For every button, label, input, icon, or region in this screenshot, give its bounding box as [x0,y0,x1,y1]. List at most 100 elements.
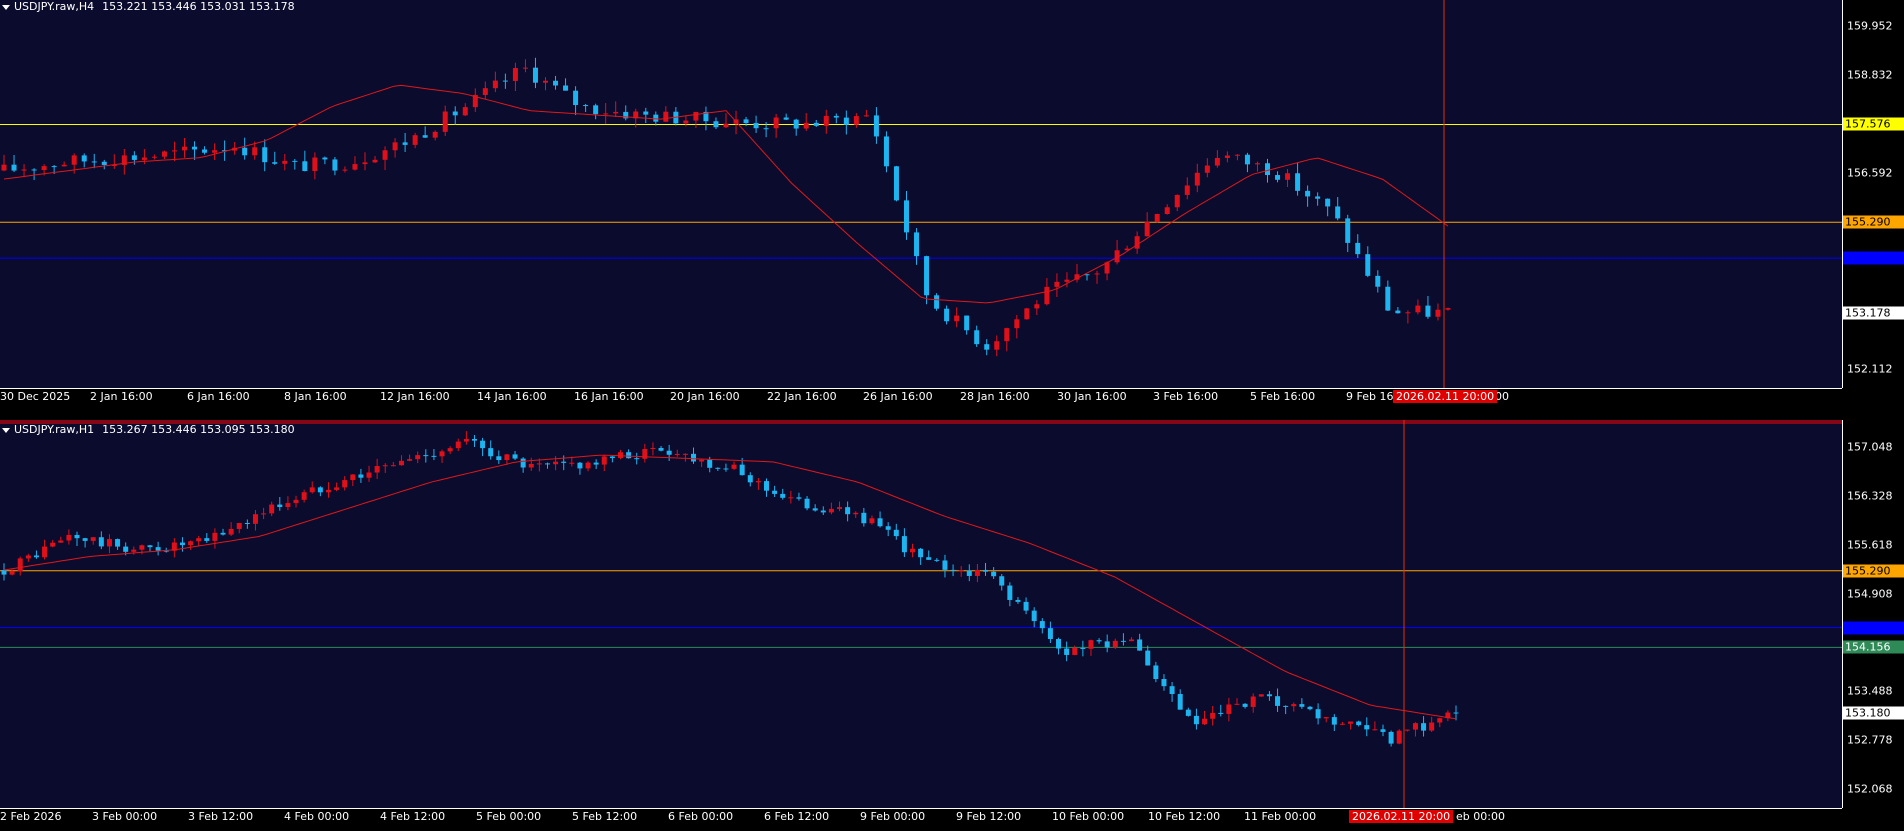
chart-pane-h1[interactable]: USDJPY.raw,H1 153.267 153.446 153.095 153… [0,420,1904,830]
candle [90,537,96,545]
candle [372,156,378,163]
candle [1339,721,1345,726]
candle-body [1254,163,1260,165]
candle [1435,303,1441,321]
candle [634,452,640,465]
candle-body [820,510,826,513]
price-tag: 157.576 [1843,117,1904,131]
candle-body [803,122,809,129]
candle-body [71,155,77,165]
candle [171,538,177,558]
candle [261,507,267,520]
candle-body [536,463,542,465]
candle [910,543,916,558]
candle-body [974,569,980,576]
candle-body [1031,610,1037,622]
candle-body [1047,628,1053,639]
candle-body [480,440,486,449]
y-tick-label: 152.068 [1847,782,1893,796]
candle-body [431,455,437,457]
candle-body [693,111,699,121]
candlestick-chart-h4[interactable] [0,0,1842,388]
candle-body [1114,250,1120,263]
candle [773,113,779,138]
candle [1054,273,1060,298]
time-axis-h1[interactable]: 2 Feb 2026 3 Feb 00:00 3 Feb 12:00 4 Feb 00… [0,808,1842,831]
candle [753,115,759,133]
candle [1114,239,1120,265]
candle-body [342,169,348,171]
plot-area-h1[interactable]: USDJPY.raw,H1 153.267 153.446 153.095 153… [0,420,1842,808]
candle [924,255,930,305]
candle [904,191,909,240]
pane-divider[interactable] [0,405,1904,420]
candle [869,515,875,525]
candle [512,62,518,91]
candle [407,454,413,462]
candle-body [713,121,719,128]
candle-body [522,67,528,69]
candle [202,146,208,155]
candle-body [1,570,7,575]
candle-body [1161,679,1167,687]
candle [382,146,388,171]
candle-body [334,487,340,490]
candle [673,107,679,126]
candle-body [382,150,388,160]
candle-body [236,522,242,529]
candle-body [31,169,37,171]
candle [1161,674,1167,691]
candle-body [366,472,372,478]
y-tick-label: 153.488 [1847,684,1893,698]
candle [747,472,753,487]
price-axis-h4[interactable]: 159.952158.832156.592155.472152.112157.5… [1842,0,1904,388]
y-tick-label: 158.832 [1847,68,1893,82]
x-tick-label: 14 Jan 16:00 [477,390,547,403]
chart-pane-h4[interactable]: USDJPY.raw,H4 153.221 153.446 153.031 153… [0,0,1904,388]
candle [1250,693,1256,713]
candle-body [520,458,526,468]
candle-body [544,463,550,465]
collapse-triangle-icon[interactable] [2,4,10,10]
candle [309,481,315,494]
x-tick-label: 11 Feb 00:00 [1244,810,1317,823]
candle [228,522,234,537]
x-tick-label: 3 Feb 16:00 [1153,390,1219,403]
candle-body [1425,305,1431,317]
candle-body [1064,279,1070,282]
candle [1144,212,1150,237]
candle [1080,640,1086,657]
candle [1015,597,1021,604]
collapse-triangle-icon[interactable] [2,427,10,433]
price-tag: 155.290 [1843,564,1904,578]
candle-body [773,117,779,129]
x-tick-label: 5 Feb 16:00 [1250,390,1316,403]
candle-body [1056,638,1062,649]
candle-body [1214,157,1220,166]
candle-body [1339,723,1345,725]
candle-body [553,461,559,465]
candle [9,569,15,576]
candle [362,152,368,171]
candle-body [412,135,418,145]
candle-body [1137,639,1143,651]
plot-area-h4[interactable]: USDJPY.raw,H4 153.221 153.446 153.031 153… [0,0,1842,388]
candle [861,507,867,527]
candle-body [764,481,770,491]
y-tick-label: 152.778 [1847,733,1893,747]
candle [1194,163,1200,193]
candle [944,305,950,325]
candle [471,435,477,448]
candle-body [690,453,696,462]
candle-body [532,67,538,83]
candle [883,131,889,173]
x-tick-label: 5 Feb 12:00 [572,810,638,823]
price-axis-h1[interactable]: 157.048 156.328 155.618 154.908 153.488 152.7… [1842,420,1904,808]
candle [442,105,448,137]
candle [528,457,534,471]
candle-body [804,498,810,509]
candle [212,143,218,161]
candle-body [1096,640,1102,642]
candlestick-chart-h1[interactable] [0,420,1842,808]
time-axis-h4[interactable]: 30 Dec 2025 2 Jan 16:00 6 Jan 16:00 8 Jan 1… [0,388,1842,405]
